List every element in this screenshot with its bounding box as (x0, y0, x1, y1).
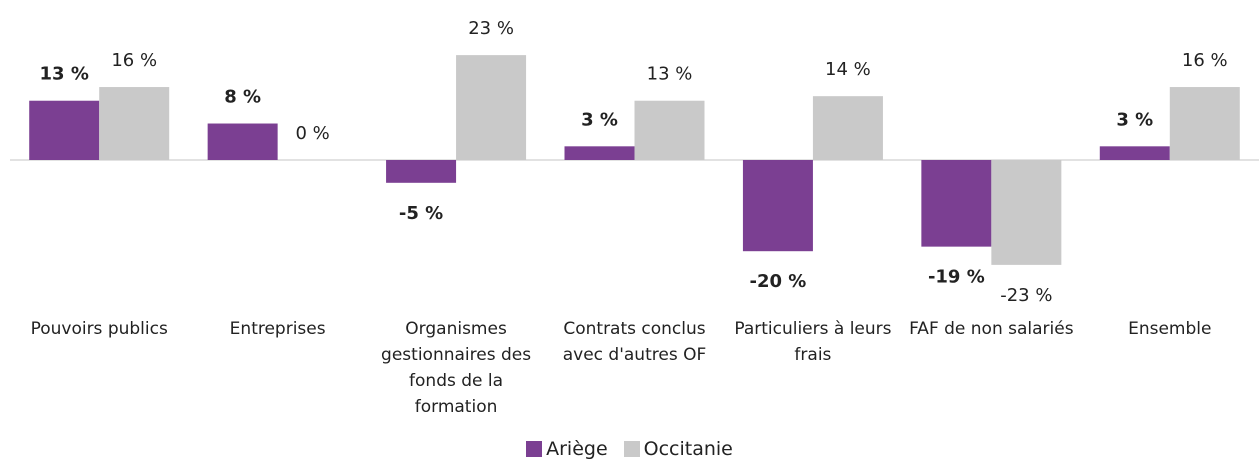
bar (99, 87, 170, 160)
bar (564, 146, 635, 160)
data-label: 16 % (1182, 50, 1228, 71)
data-label: 16 % (111, 50, 157, 71)
bar (1169, 87, 1240, 160)
bar (1099, 146, 1170, 160)
bar (921, 160, 992, 247)
data-label: 13 % (40, 64, 89, 85)
x-tick-label: FAF de non salariés (909, 319, 1074, 339)
legend-item: Occitanie (623, 438, 733, 460)
bar (207, 123, 278, 160)
x-tick-label: Contrats conclus avec d'autres OF (562, 319, 707, 365)
bar (634, 100, 705, 160)
bar (386, 160, 457, 183)
x-tick-label: Pouvoirs publics (30, 319, 168, 339)
data-label: -20 % (750, 271, 807, 292)
data-label: 0 % (296, 123, 330, 144)
legend: Ariège Occitanie (0, 438, 1259, 462)
data-label: 3 % (1116, 109, 1153, 130)
data-label: 8 % (224, 87, 261, 108)
legend-label: Occitanie (643, 438, 733, 460)
bar (812, 96, 883, 160)
x-tick-label: Entreprises (229, 319, 326, 339)
data-label: 14 % (825, 59, 871, 80)
data-label: 13 % (647, 64, 693, 85)
data-label: -5 % (399, 203, 443, 224)
x-tick-label: Ensemble (1128, 319, 1212, 339)
legend-item: Ariège (526, 438, 608, 460)
data-label: 23 % (468, 18, 514, 39)
bar (991, 160, 1062, 265)
x-tick-label: Organismes gestionnaires des fonds de la… (381, 319, 532, 417)
legend-label: Ariège (546, 438, 608, 460)
data-label: -23 % (1000, 285, 1052, 306)
legend-swatch (526, 441, 543, 457)
data-label: 3 % (581, 109, 618, 130)
bar (742, 160, 813, 252)
legend-swatch (623, 441, 640, 457)
bar (456, 55, 527, 161)
bar (29, 100, 100, 160)
x-tick-label: Particuliers à leurs frais (734, 319, 892, 365)
data-label: -19 % (928, 267, 985, 288)
